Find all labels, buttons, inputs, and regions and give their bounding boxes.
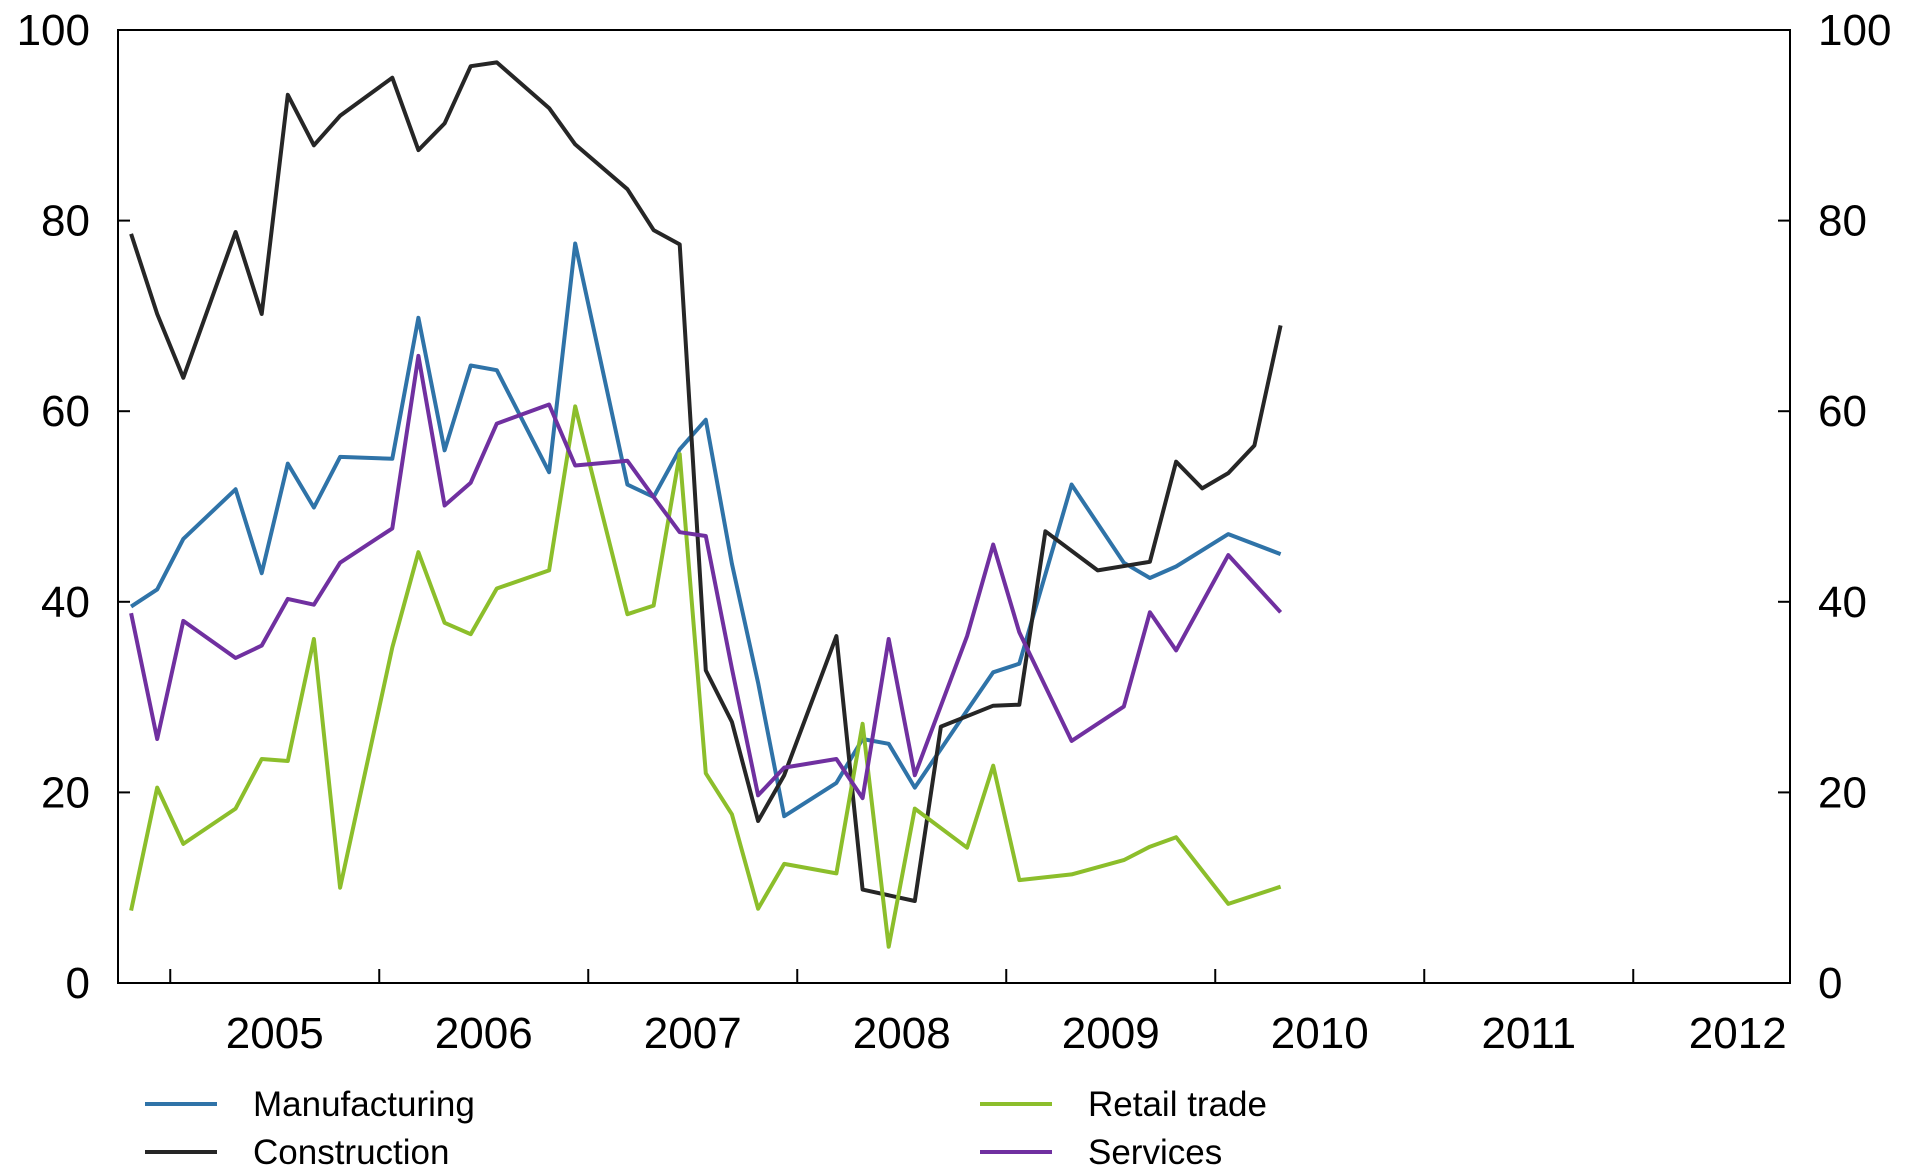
series-layer [129,60,1283,949]
y-tick-label-right: 60 [1818,387,1867,436]
y-tick-label-left: 80 [41,197,90,246]
chart-legend: Manufacturing Construction Retail trade Ser… [145,1085,1267,1166]
y-tick-label-right: 80 [1818,197,1867,246]
y-tick-label-right: 100 [1818,6,1891,55]
x-tick-label-2012: 2012 [1689,1009,1787,1058]
y-tick-label-left: 0 [66,959,90,1008]
x-tick-label-2008: 2008 [853,1009,951,1058]
x-tick-label-2005: 2005 [226,1009,324,1058]
y-tick-label-left: 20 [41,768,90,817]
y-tick-label-right: 20 [1818,768,1867,817]
legend-label-manufacturing: Manufacturing [253,1085,475,1124]
x-tick-label-2011: 2011 [1481,1009,1576,1058]
x-tick-label-2009: 2009 [1062,1009,1160,1058]
y-tick-label-left: 100 [17,6,90,55]
series-line-construction [129,60,1283,903]
chart-axes: 0 0 20 20 40 40 60 60 80 80 100 100 2005 2006 2007 2008… [17,6,1892,1058]
x-tick-label-2006: 2006 [435,1009,533,1058]
y-tick-label-right: 40 [1818,578,1867,627]
legend-label-construction: Construction [253,1133,449,1166]
x-tick-label-2010: 2010 [1271,1009,1369,1058]
y-tick-label-right: 0 [1818,959,1842,1008]
series-line-manufacturing [129,241,1282,819]
y-tick-label-left: 40 [41,578,90,627]
plot-frame [117,29,1791,984]
legend-label-retail-trade: Retail trade [1088,1085,1267,1124]
x-tick-label-2007: 2007 [644,1009,742,1058]
y-tick-label-left: 60 [41,387,90,436]
series-line-services [129,353,1283,801]
legend-label-services: Services [1088,1133,1222,1166]
series-line-retail-trade [129,404,1282,949]
